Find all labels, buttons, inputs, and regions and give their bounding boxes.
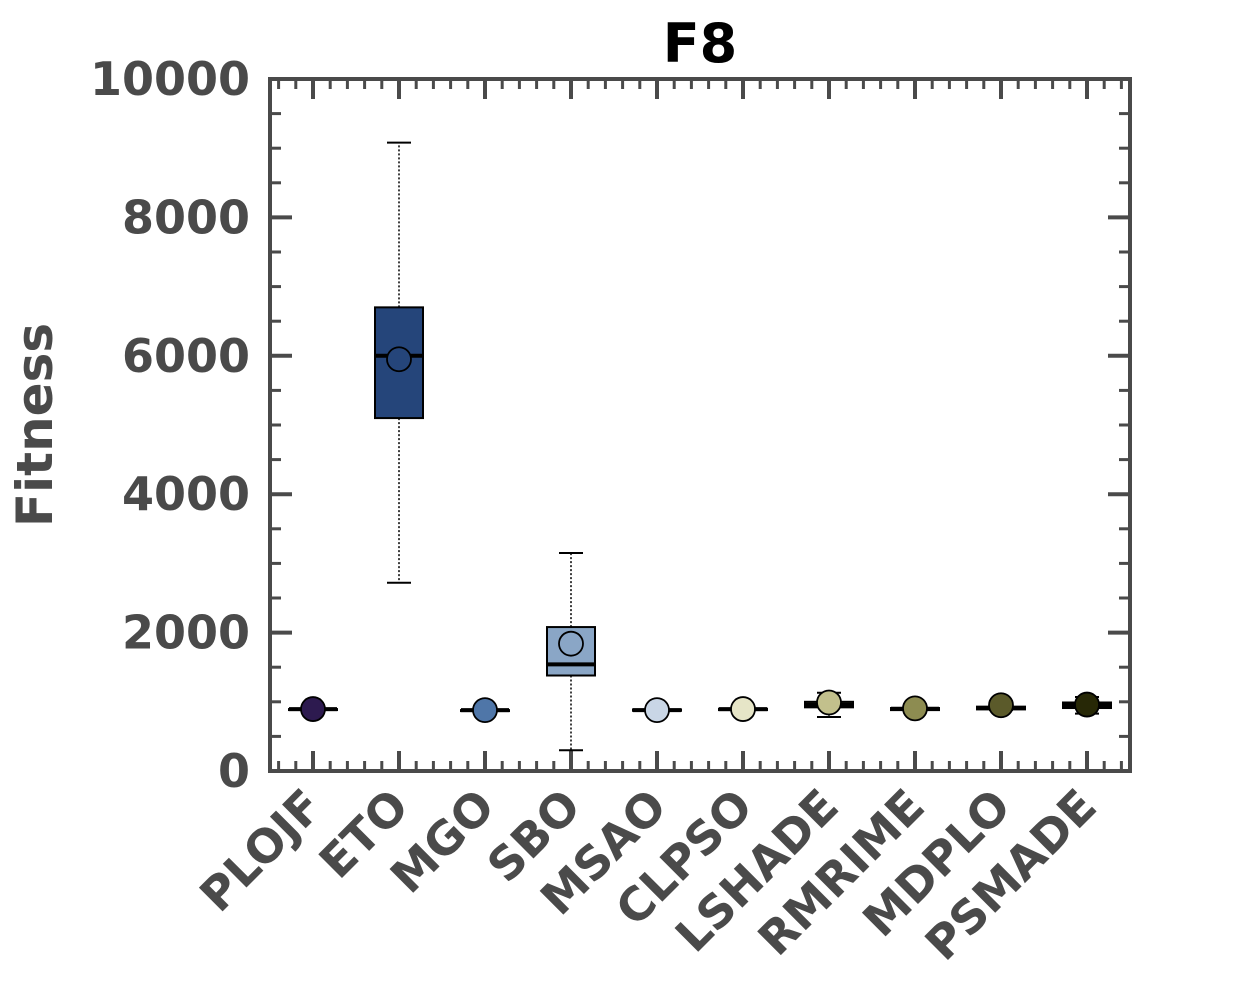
mean-marker [902, 695, 928, 722]
x-tick-labels: PLOJFETOMGOSBOMSAOCLPSOLSHADERMRIMEMDPLO… [189, 779, 1107, 971]
box-group [976, 692, 1026, 719]
mean-marker [1074, 691, 1100, 718]
mean-marker [730, 696, 756, 722]
mean-marker [988, 692, 1014, 719]
y-tick-label: 4000 [122, 467, 250, 521]
box-group [804, 689, 854, 719]
y-tick-labels: 0 2000 4000 6000 8000 10000 [90, 52, 250, 798]
box-group [1062, 691, 1112, 718]
mean-marker [386, 346, 412, 373]
mean-marker [816, 689, 842, 716]
mean-marker [300, 696, 326, 722]
mean-marker [644, 697, 670, 724]
y-tick-label: 10000 [90, 52, 250, 106]
box-group [718, 696, 768, 722]
box-series [288, 141, 1112, 752]
y-tick-label: 8000 [122, 190, 250, 244]
mean-marker [558, 630, 584, 657]
plot-frame [268, 77, 1132, 773]
box-group [460, 697, 510, 724]
box-group [546, 552, 596, 752]
box-group [632, 697, 682, 724]
box-group [890, 695, 940, 722]
y-tick-label: 0 [218, 744, 250, 798]
y-tick-label: 6000 [122, 329, 250, 383]
chart-title: F8 [663, 12, 737, 75]
y-tick-label: 2000 [122, 606, 250, 660]
box-group [374, 141, 424, 584]
y-axis-label: Fitness [6, 323, 64, 527]
mean-marker [472, 697, 498, 724]
box-group [288, 696, 338, 722]
